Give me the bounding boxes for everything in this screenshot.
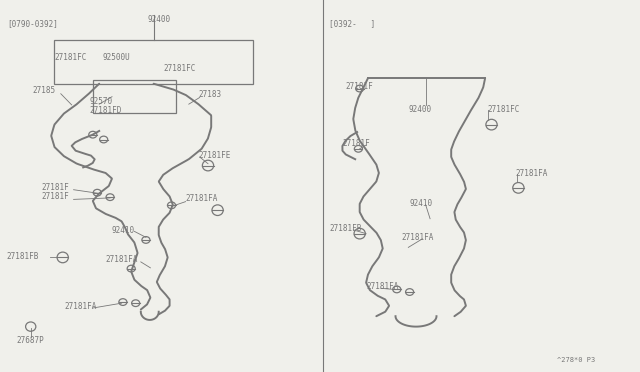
Text: 27181FC: 27181FC bbox=[54, 52, 87, 61]
Text: 27181FA: 27181FA bbox=[106, 255, 138, 264]
Text: 92570: 92570 bbox=[90, 97, 113, 106]
Text: 27181FE: 27181FE bbox=[198, 151, 231, 160]
Text: 92400: 92400 bbox=[147, 15, 170, 24]
Text: ^278*0 P3: ^278*0 P3 bbox=[557, 357, 595, 363]
Text: 27181FA: 27181FA bbox=[366, 282, 399, 291]
Text: 27687P: 27687P bbox=[16, 336, 44, 345]
Text: 27181FB: 27181FB bbox=[330, 224, 362, 233]
Text: 27181FA: 27181FA bbox=[402, 233, 435, 242]
Text: 92500U: 92500U bbox=[102, 52, 130, 61]
Text: 27185: 27185 bbox=[32, 86, 55, 95]
Text: 27181FA: 27181FA bbox=[186, 194, 218, 203]
Text: 27181F: 27181F bbox=[42, 192, 69, 201]
Bar bbox=[54, 40, 253, 84]
Text: 27181F: 27181F bbox=[342, 139, 370, 148]
Text: 27181FA: 27181FA bbox=[515, 169, 548, 177]
Text: 27181FD: 27181FD bbox=[90, 106, 122, 115]
Text: 27181FB: 27181FB bbox=[6, 251, 39, 260]
Text: 27181F: 27181F bbox=[346, 81, 373, 90]
Text: 92410: 92410 bbox=[410, 199, 433, 208]
Text: 27181FC: 27181FC bbox=[488, 105, 520, 113]
Text: 27181FC: 27181FC bbox=[163, 64, 196, 73]
Text: 27181FA: 27181FA bbox=[64, 302, 97, 311]
Text: [0392-   ]: [0392- ] bbox=[329, 19, 375, 28]
Text: [0790-0392]: [0790-0392] bbox=[8, 19, 58, 28]
Text: 92410: 92410 bbox=[112, 225, 135, 234]
Text: 92400: 92400 bbox=[408, 105, 431, 113]
Bar bbox=[93, 80, 176, 113]
Text: 27181F: 27181F bbox=[42, 183, 69, 192]
Text: 27183: 27183 bbox=[198, 90, 221, 99]
